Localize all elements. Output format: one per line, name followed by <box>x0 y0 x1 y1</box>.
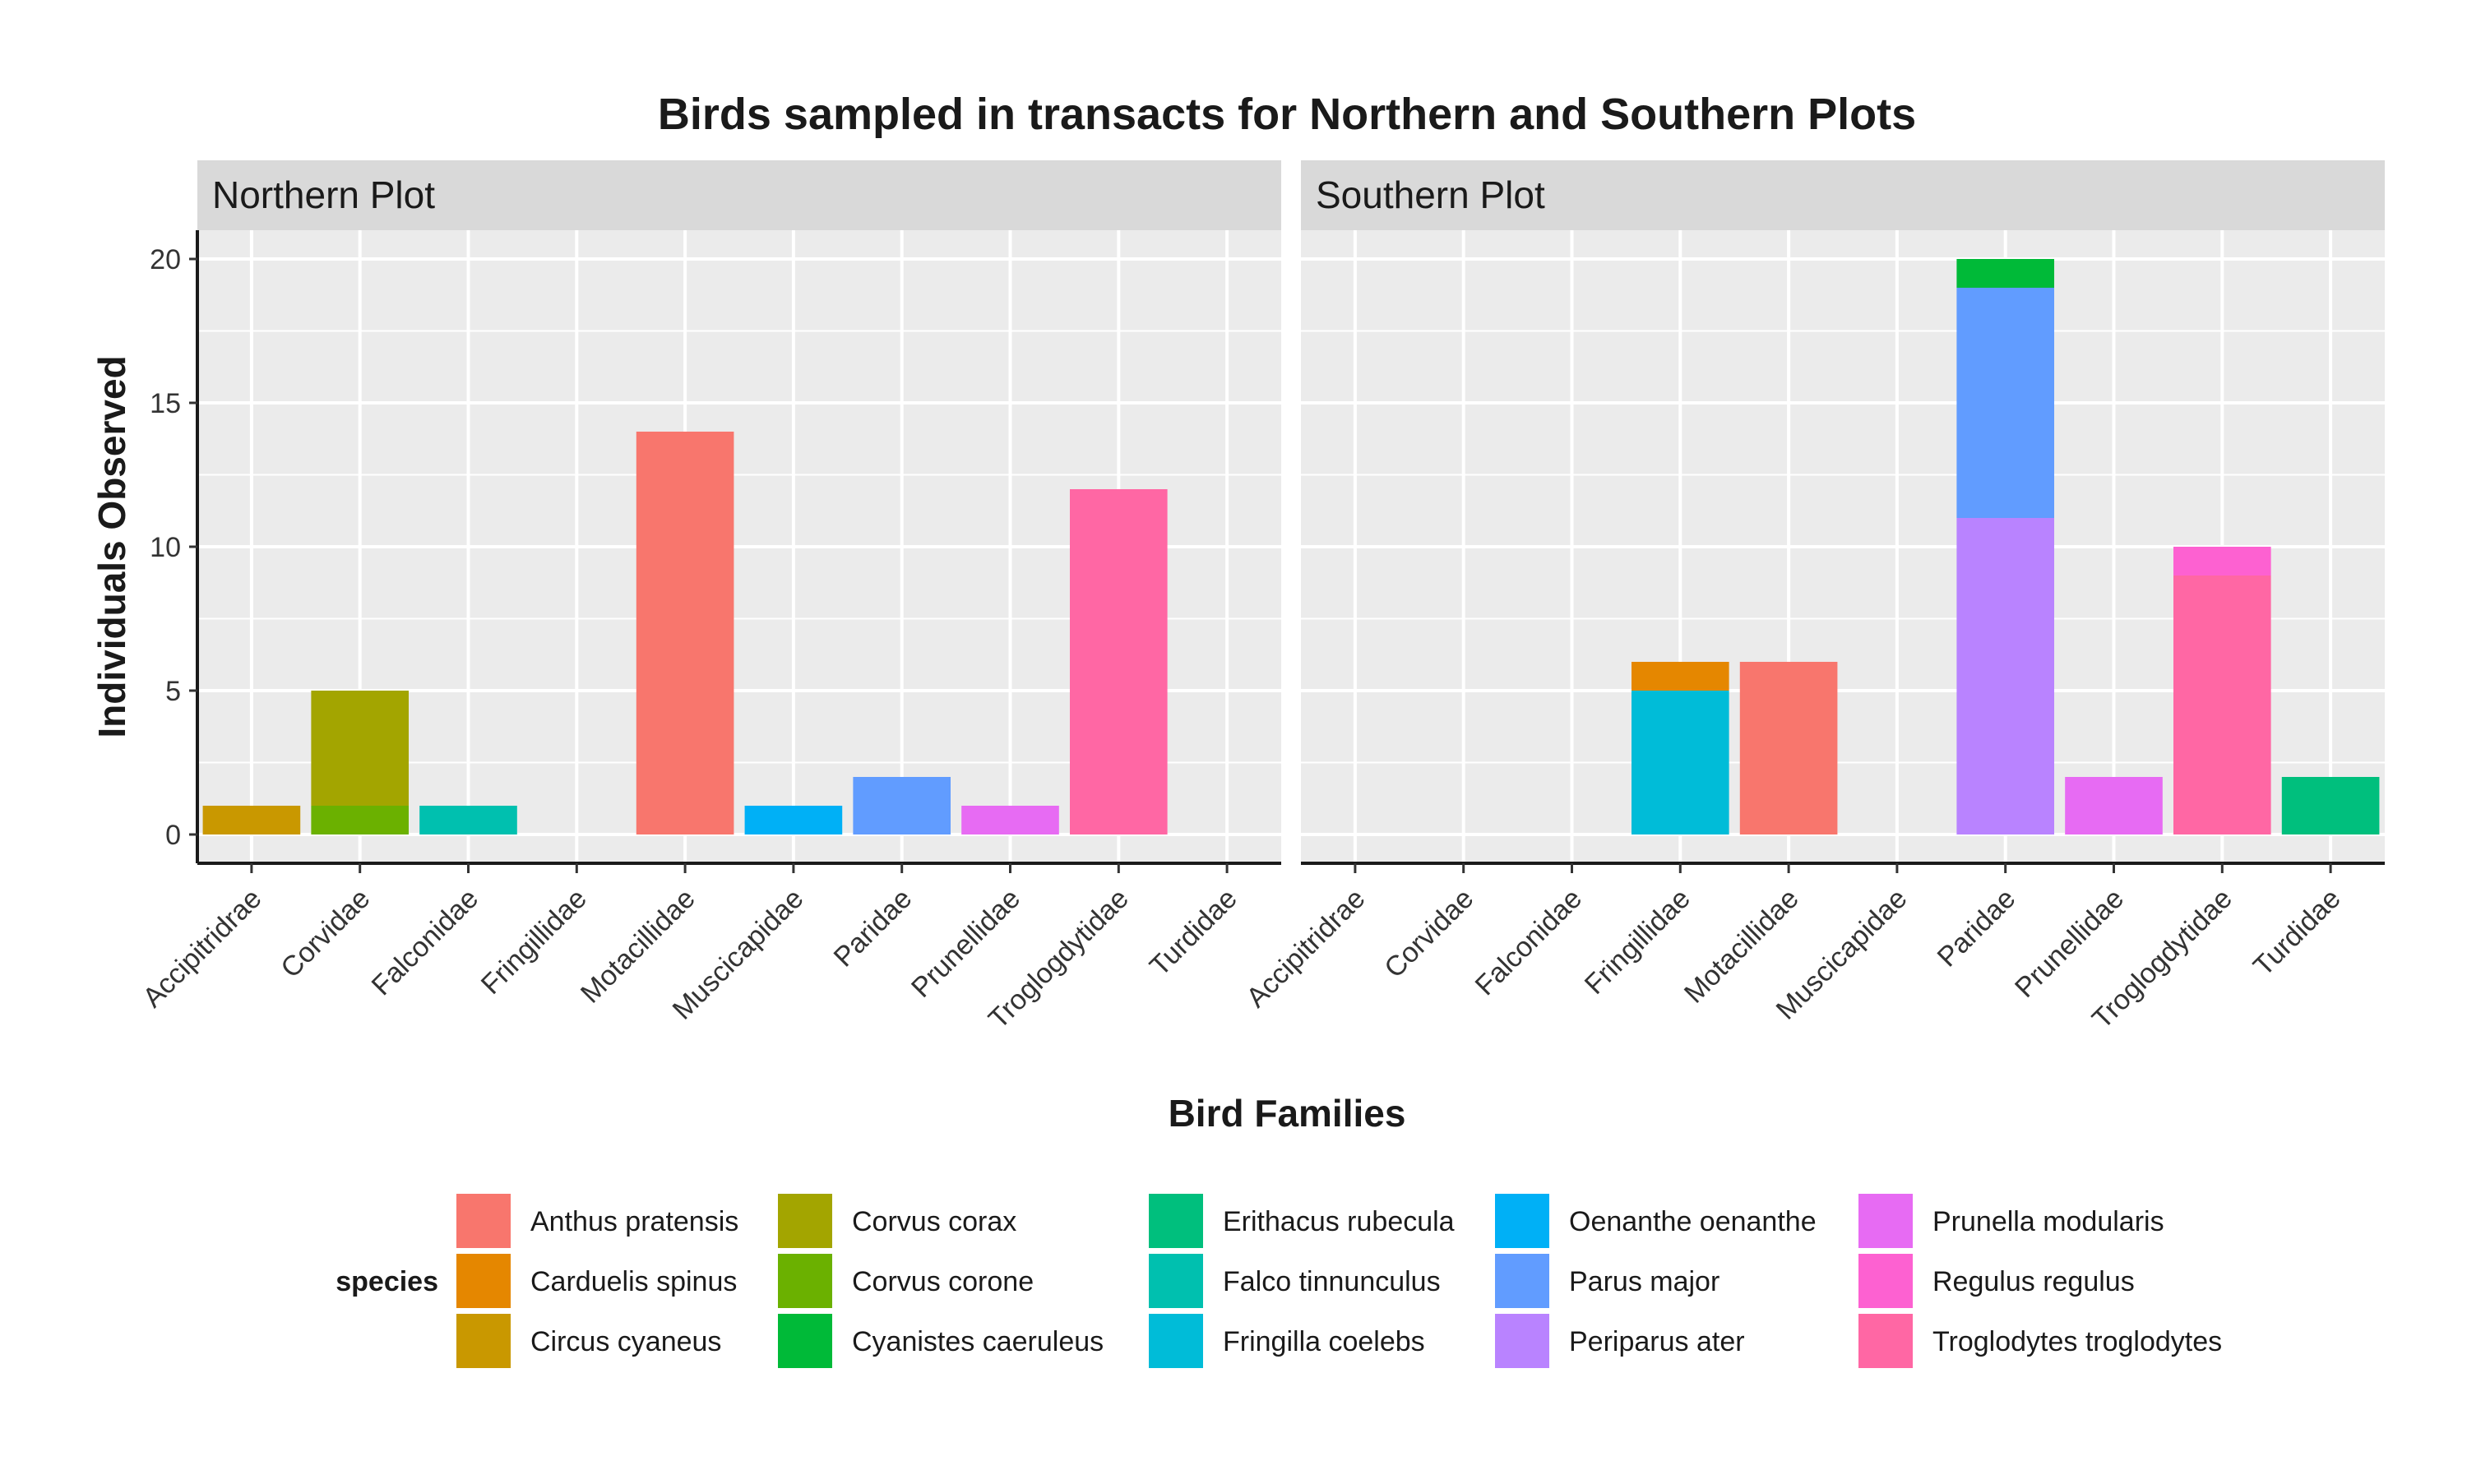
y-tick-label: 5 <box>165 676 181 707</box>
legend-swatch <box>1495 1194 1549 1248</box>
y-axis-label: Individuals Observed <box>90 355 133 737</box>
legend-item: Prunella modularis <box>1858 1194 2164 1248</box>
legend-swatch <box>1149 1314 1203 1368</box>
bar-segment <box>744 806 843 834</box>
bar-segment <box>2281 777 2380 834</box>
bar-segment <box>1956 518 2055 834</box>
chart-title: Birds sampled in transacts for Northern … <box>658 90 1916 139</box>
bar-segment <box>1631 691 1729 834</box>
legend-swatch <box>1149 1194 1203 1248</box>
legend-label: Troglodytes troglodytes <box>1932 1326 2222 1357</box>
legend-label: Cyanistes caeruleus <box>852 1326 1104 1357</box>
legend-label: Erithacus rubecula <box>1223 1206 1455 1237</box>
y-tick-label: 0 <box>165 820 181 851</box>
bar-segment <box>311 691 410 806</box>
bar-segment <box>1069 489 1168 834</box>
legend: species Anthus pratensis Carduelis spinus C… <box>336 1194 2222 1368</box>
legend-label: Anthus pratensis <box>530 1206 738 1237</box>
legend-swatch <box>1858 1314 1913 1368</box>
legend-item: Troglodytes troglodytes <box>1858 1314 2222 1368</box>
bar-segment <box>1739 662 1838 834</box>
legend-swatch <box>1858 1194 1913 1248</box>
legend-title: species <box>336 1266 438 1297</box>
y-tick-label: 10 <box>150 532 181 563</box>
bar-segment <box>2173 547 2271 576</box>
legend-label: Fringilla coelebs <box>1223 1326 1425 1357</box>
legend-item: Anthus pratensis <box>456 1194 738 1248</box>
legend-item: Corvus corax <box>778 1194 1016 1248</box>
legend-item: Falco tinnunculus <box>1149 1254 1441 1308</box>
bar-segment <box>853 777 951 834</box>
legend-item: Regulus regulus <box>1858 1254 2135 1308</box>
legend-label: Falco tinnunculus <box>1223 1266 1441 1297</box>
legend-item: Oenanthe oenanthe <box>1495 1194 1817 1248</box>
bar-segment <box>419 806 517 834</box>
legend-item: Fringilla coelebs <box>1149 1314 1425 1368</box>
legend-label: Circus cyaneus <box>530 1326 721 1357</box>
panel-strip-label: Southern Plot <box>1316 173 1545 216</box>
x-axis-label: Bird Families <box>1169 1092 1406 1135</box>
legend-swatch <box>456 1254 511 1308</box>
legend-item: Erithacus rubecula <box>1149 1194 1455 1248</box>
legend-swatch <box>1495 1314 1549 1368</box>
bar-segment <box>311 806 410 834</box>
bar-segment <box>961 806 1059 834</box>
legend-label: Parus major <box>1569 1266 1719 1297</box>
bar-segment <box>1956 259 2055 288</box>
bar-segment <box>1956 288 2055 518</box>
legend-swatch <box>778 1254 832 1308</box>
legend-item: Corvus corone <box>778 1254 1034 1308</box>
legend-label: Prunella modularis <box>1932 1206 2164 1237</box>
bar-segment <box>2065 777 2163 834</box>
bar-segment <box>1631 662 1729 691</box>
legend-item: Cyanistes caeruleus <box>778 1314 1104 1368</box>
bar-segment <box>636 432 734 834</box>
legend-swatch <box>456 1194 511 1248</box>
legend-label: Oenanthe oenanthe <box>1569 1206 1817 1237</box>
legend-item: Circus cyaneus <box>456 1314 721 1368</box>
legend-swatch <box>1495 1254 1549 1308</box>
legend-label: Corvus corax <box>852 1206 1016 1237</box>
bar-segment <box>2173 576 2271 834</box>
panel-strip-label: Northern Plot <box>212 173 435 216</box>
legend-label: Corvus corone <box>852 1266 1034 1297</box>
legend-item: Carduelis spinus <box>456 1254 737 1308</box>
legend-label: Carduelis spinus <box>530 1266 737 1297</box>
panel-strip <box>197 160 1281 230</box>
legend-item: Periparus ater <box>1495 1314 1745 1368</box>
y-tick-label: 20 <box>150 244 181 275</box>
legend-item: Parus major <box>1495 1254 1719 1308</box>
y-tick-label: 15 <box>150 388 181 419</box>
legend-label: Regulus regulus <box>1932 1266 2135 1297</box>
legend-swatch <box>456 1314 511 1368</box>
legend-swatch <box>1149 1254 1203 1308</box>
legend-swatch <box>778 1194 832 1248</box>
legend-swatch <box>778 1314 832 1368</box>
legend-swatch <box>1858 1254 1913 1308</box>
panel-strip <box>1301 160 2385 230</box>
bar-segment <box>202 806 301 834</box>
legend-label: Periparus ater <box>1569 1326 1745 1357</box>
